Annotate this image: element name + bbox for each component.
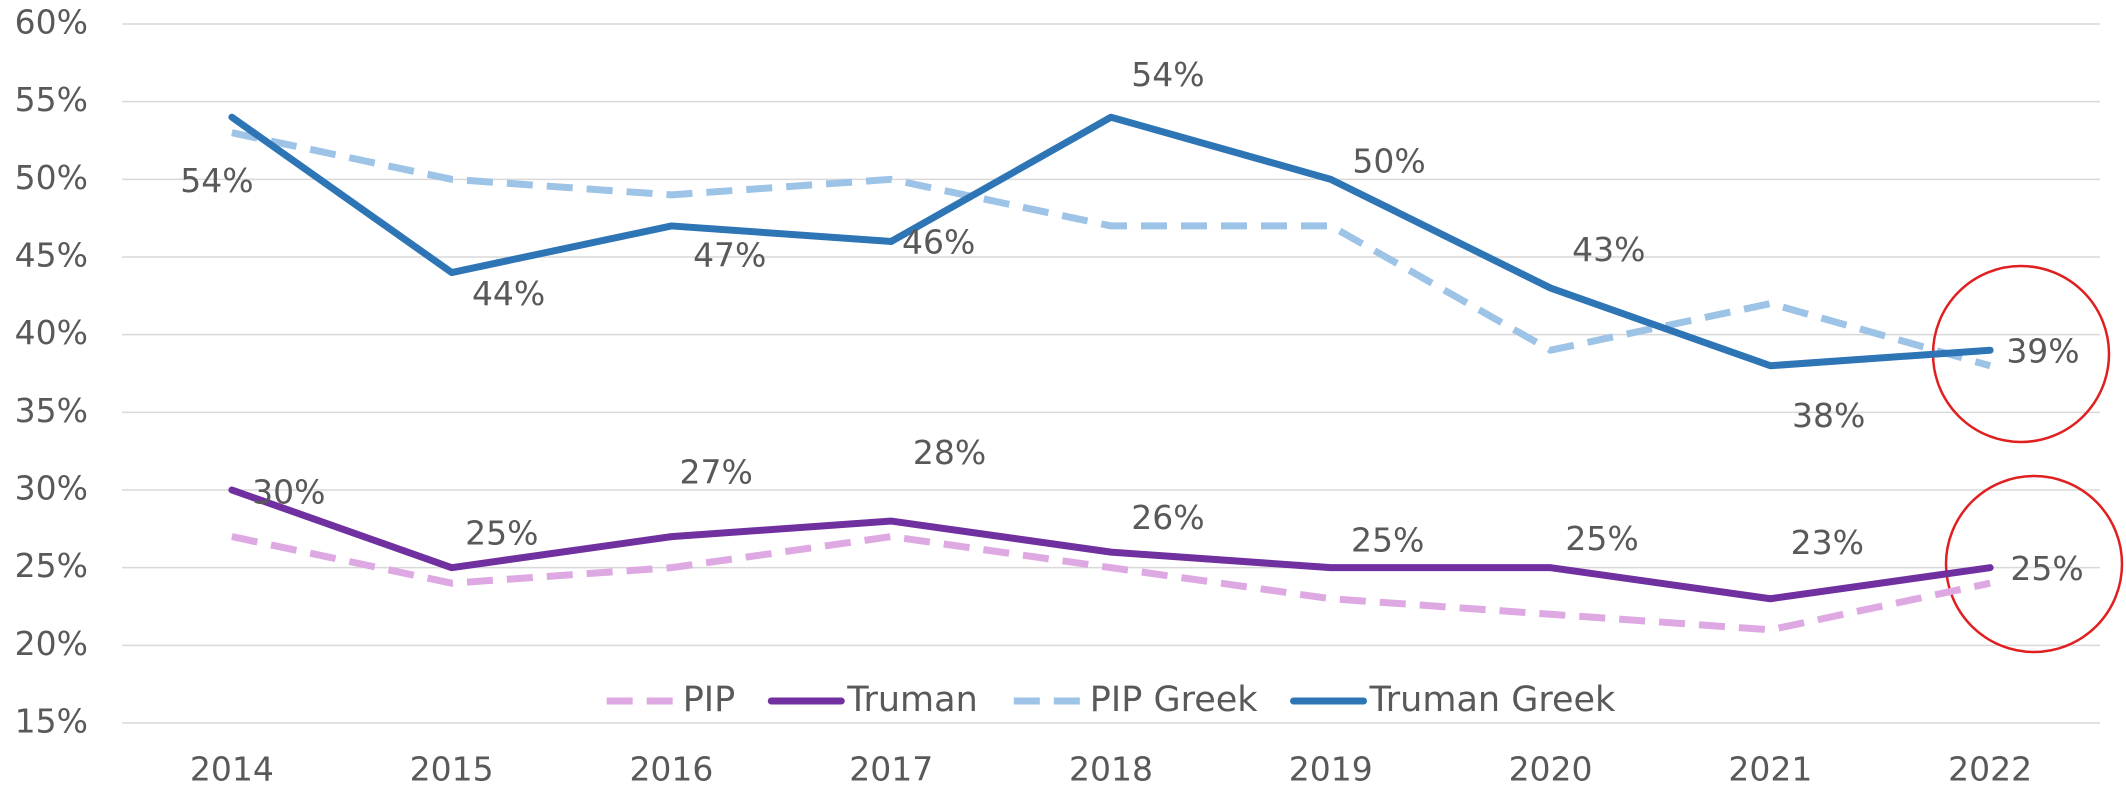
y-tick-label: 25% [15, 546, 88, 585]
legend-label: Truman [846, 680, 978, 720]
x-tick-label: 2018 [1069, 750, 1153, 789]
y-tick-label: 15% [15, 702, 88, 741]
y-tick-label: 20% [15, 624, 88, 663]
legend-label: PIP [683, 680, 736, 720]
data-label: 39% [2006, 331, 2079, 370]
data-label: 26% [1131, 498, 1204, 537]
data-label: 25% [465, 514, 538, 553]
legend-label: PIP Greek [1090, 680, 1258, 720]
data-label: 30% [252, 473, 325, 512]
series-line [228, 486, 1994, 603]
series-line [231, 533, 1991, 634]
data-label: 23% [1791, 523, 1864, 562]
data-label: 46% [902, 223, 975, 262]
x-tick-label: 2014 [190, 750, 274, 789]
legend-label: Truman Greek [1369, 680, 1616, 720]
y-tick-label: 60% [15, 3, 88, 42]
data-label: 47% [693, 236, 766, 275]
data-label: 43% [1572, 230, 1645, 269]
data-label: 25% [1565, 519, 1638, 558]
series-line [231, 129, 1992, 370]
y-tick-label: 55% [15, 80, 88, 119]
x-tick-label: 2015 [410, 750, 494, 789]
data-label: 44% [472, 274, 545, 313]
y-tick-label: 50% [15, 158, 88, 197]
data-label: 27% [680, 453, 753, 492]
x-tick-label: 2016 [629, 750, 713, 789]
series-line [228, 113, 1994, 370]
legend: PIP Truman PIP Greek Truman Greek [606, 680, 1616, 720]
y-tick-label: 35% [15, 391, 88, 430]
x-tick-label: 2019 [1289, 750, 1373, 789]
x-tick-label: 2017 [849, 750, 933, 789]
y-tick-label: 45% [15, 236, 88, 275]
data-label: 25% [2010, 549, 2083, 588]
data-label: 54% [180, 161, 253, 200]
y-tick-label: 30% [15, 469, 88, 508]
x-tick-label: 2022 [1948, 750, 2032, 789]
data-label: 38% [1792, 396, 1865, 435]
data-label: 28% [913, 433, 986, 472]
x-tick-label: 2020 [1509, 750, 1593, 789]
y-tick-label: 40% [15, 313, 88, 352]
data-label: 25% [1351, 520, 1424, 559]
highlight-circle [1944, 474, 2124, 654]
data-label: 54% [1131, 55, 1204, 94]
x-tick-label: 2021 [1728, 750, 1812, 789]
data-label: 50% [1352, 142, 1425, 181]
